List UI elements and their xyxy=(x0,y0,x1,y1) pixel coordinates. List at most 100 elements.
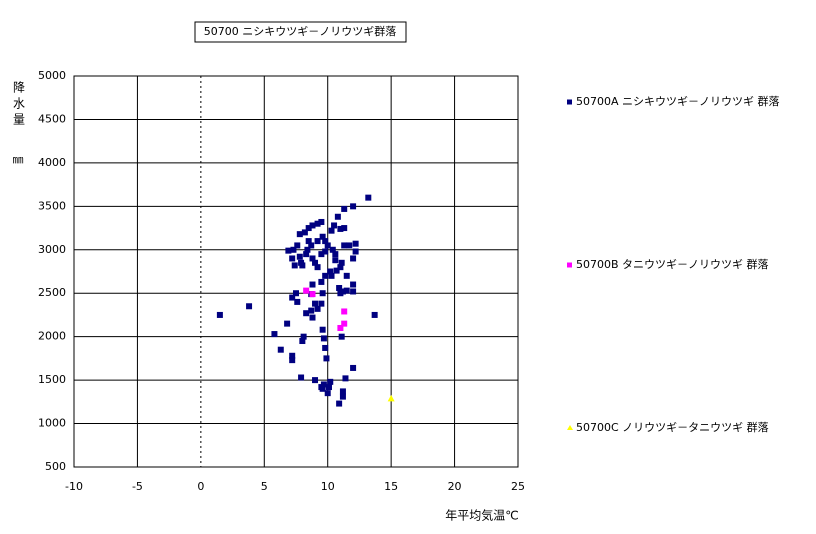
point xyxy=(350,203,357,210)
point xyxy=(328,272,335,279)
point xyxy=(309,222,316,229)
point xyxy=(350,288,357,295)
point xyxy=(341,242,348,249)
point xyxy=(352,248,359,255)
point xyxy=(318,300,325,307)
point xyxy=(304,246,311,253)
point xyxy=(346,242,353,249)
legend-marker xyxy=(567,262,572,268)
x-axis-label: 年平均気温℃ xyxy=(445,508,518,523)
legend-label: 50700C ノリウツギ－タニウツギ 群落 xyxy=(576,420,769,434)
point xyxy=(314,264,321,271)
point xyxy=(327,268,334,275)
point xyxy=(338,259,345,266)
point xyxy=(294,298,301,305)
point xyxy=(327,378,334,385)
point xyxy=(331,222,338,229)
point xyxy=(216,311,223,318)
point xyxy=(319,385,326,392)
point xyxy=(320,381,327,388)
point xyxy=(341,205,348,212)
point xyxy=(318,251,325,258)
point xyxy=(320,335,327,342)
x-tick-label: 0 xyxy=(197,480,204,493)
point xyxy=(277,346,284,353)
point xyxy=(312,300,319,307)
point xyxy=(365,194,372,201)
point xyxy=(341,320,348,327)
point xyxy=(299,338,306,345)
point xyxy=(303,251,310,258)
point xyxy=(322,238,329,245)
point xyxy=(309,281,316,288)
point xyxy=(341,308,348,315)
point xyxy=(350,281,357,288)
point xyxy=(308,242,315,249)
point xyxy=(343,272,350,279)
x-tick-label: 5 xyxy=(261,480,268,493)
point xyxy=(323,355,330,362)
point xyxy=(308,307,315,314)
point xyxy=(296,231,303,238)
point xyxy=(337,324,344,331)
point xyxy=(289,255,296,262)
point xyxy=(309,291,316,298)
point xyxy=(319,326,326,333)
point xyxy=(299,262,306,269)
point xyxy=(337,225,344,232)
point xyxy=(291,262,298,269)
point xyxy=(352,240,359,247)
plot-area xyxy=(73,75,519,468)
point xyxy=(336,400,343,407)
point xyxy=(246,303,253,310)
x-tick-label: 15 xyxy=(384,480,398,493)
point xyxy=(289,357,296,364)
y-tick-label: 4500 xyxy=(38,112,66,125)
legend-label: 50700A ニシキウツギ－ノリウツギ 群落 xyxy=(576,94,780,108)
point xyxy=(336,285,343,292)
point xyxy=(325,384,332,391)
point xyxy=(333,267,340,274)
point xyxy=(301,229,308,236)
point xyxy=(314,238,321,245)
point xyxy=(341,225,348,232)
point xyxy=(305,225,312,232)
y-tick-label: 500 xyxy=(45,460,66,473)
point xyxy=(318,278,325,285)
point xyxy=(294,242,301,249)
x-tick-label: 10 xyxy=(321,480,335,493)
point xyxy=(319,290,326,297)
y-tick-label: 5000 xyxy=(38,69,66,82)
point xyxy=(303,287,310,294)
x-tick-label: 20 xyxy=(448,480,462,493)
point xyxy=(293,290,299,297)
point xyxy=(318,218,325,225)
point xyxy=(305,238,312,245)
y-tick-label: 1000 xyxy=(38,417,66,430)
point xyxy=(339,393,346,400)
point xyxy=(303,310,310,317)
point xyxy=(271,331,278,338)
chart-title: 50700 ニシキウツギ－ノリウツギ群落 xyxy=(204,24,397,38)
x-tick-label: -5 xyxy=(132,480,143,493)
point xyxy=(328,227,335,234)
point xyxy=(314,305,321,312)
point xyxy=(334,213,341,220)
point xyxy=(289,352,296,359)
y-axis-unit: ㎜ xyxy=(13,153,24,166)
point xyxy=(285,247,292,254)
y-tick-label: 1500 xyxy=(38,373,66,386)
point xyxy=(342,375,349,382)
point xyxy=(324,390,331,397)
point xyxy=(343,287,350,294)
point xyxy=(350,364,357,371)
point xyxy=(387,394,395,402)
point xyxy=(337,290,344,297)
title-box xyxy=(194,21,407,43)
y-tick-label: 4000 xyxy=(38,156,66,169)
point xyxy=(338,333,345,340)
y-tick-label: 3500 xyxy=(38,199,66,212)
point xyxy=(314,220,321,227)
point xyxy=(309,314,316,321)
